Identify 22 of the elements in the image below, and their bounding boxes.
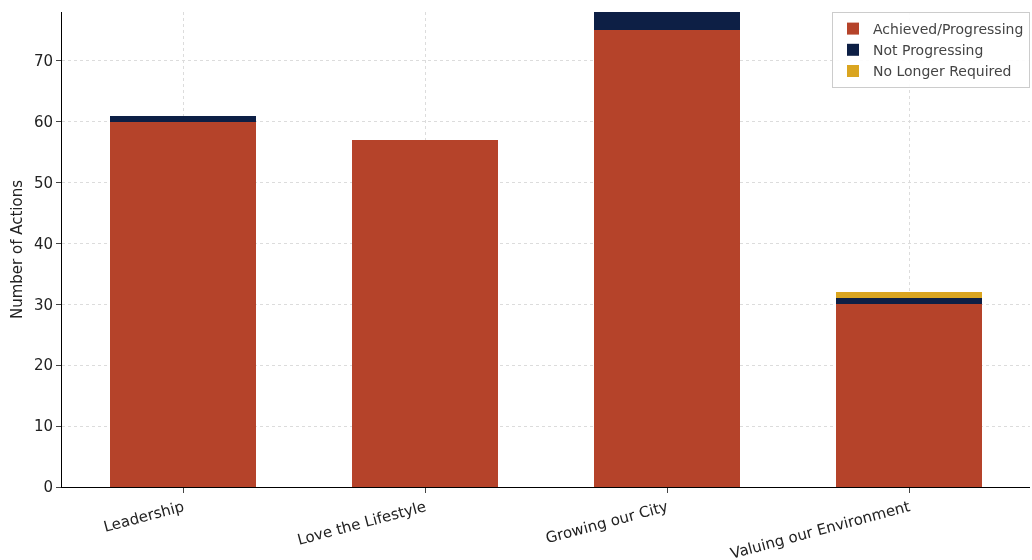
y-tick-label: 0	[43, 478, 53, 497]
bar	[836, 304, 982, 487]
x-tick-label: Love the Lifestyle	[295, 497, 428, 549]
bar	[110, 115, 256, 122]
y-tick-label: 50	[33, 173, 53, 192]
y-axis-title: Number of Actions	[8, 179, 26, 320]
legend-label: No Longer Required	[873, 63, 1012, 80]
y-tick-label: 20	[33, 356, 53, 375]
y-tick-label: 60	[33, 112, 53, 131]
x-tick-label: Growing our City	[543, 497, 671, 548]
bar	[594, 30, 740, 487]
bar	[836, 292, 982, 299]
bar	[352, 139, 498, 487]
legend-label: Achieved/Progressing	[873, 21, 1024, 38]
legend-label: Not Progressing	[873, 42, 984, 59]
y-tick-label: 30	[33, 295, 53, 314]
y-tick-label: 70	[33, 51, 53, 70]
bar	[594, 12, 740, 31]
bar	[836, 298, 982, 305]
y-tick-label: 10	[33, 417, 53, 436]
y-tick-label: 40	[33, 234, 53, 253]
bar	[110, 121, 256, 487]
